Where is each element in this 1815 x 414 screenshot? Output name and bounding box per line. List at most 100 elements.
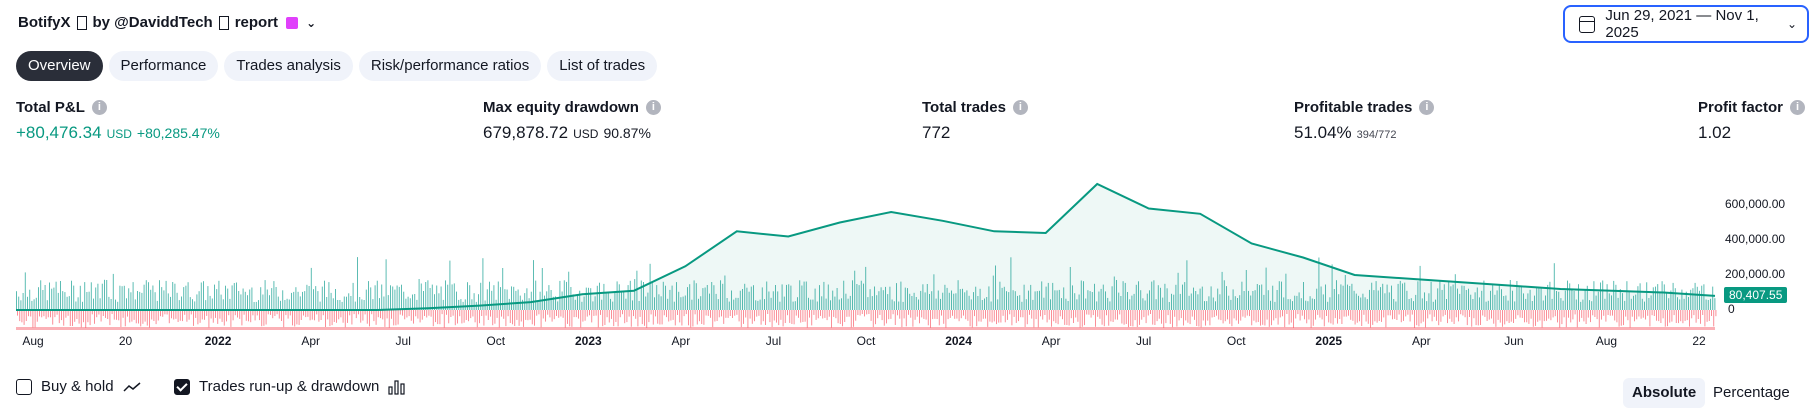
runup-bar [1630, 298, 1632, 310]
runup-bar [517, 289, 519, 310]
runup-bar [957, 280, 959, 310]
date-range-button[interactable]: Jun 29, 2021 — Nov 1, 2025 ⌄ [1563, 5, 1809, 43]
runup-bar [326, 297, 328, 310]
drawdown-bar [901, 310, 903, 328]
runup-bar [572, 294, 574, 310]
runup-bar [233, 283, 235, 310]
drawdown-bar [804, 310, 806, 322]
runup-bar [1474, 292, 1476, 310]
runup-bar [293, 291, 295, 310]
runup-bar [1210, 286, 1212, 310]
runup-bar [1151, 281, 1153, 310]
runup-bar [911, 296, 913, 310]
runup-bar [1223, 280, 1225, 310]
drawdown-bar [617, 310, 619, 327]
drawdown-bar [347, 310, 348, 323]
runup-bar [1619, 289, 1621, 310]
report-title[interactable]: BotifyX by @DaviddTech report ⌄ [18, 14, 316, 31]
tab-performance[interactable]: Performance [108, 51, 219, 81]
drawdown-bar [1473, 310, 1475, 319]
drawdown-bar [795, 310, 797, 316]
drawdown-bar [820, 310, 821, 316]
runup-bar [504, 289, 506, 310]
info-icon[interactable]: i [1790, 100, 1806, 115]
drawdown-bar [1565, 310, 1567, 328]
drawdown-bar [1145, 310, 1147, 324]
drawdown-bar [769, 310, 771, 323]
info-icon[interactable]: i [1012, 100, 1028, 115]
runup-bar [1142, 298, 1144, 310]
runup-bar [1402, 283, 1403, 310]
runup-drawdown-toggle[interactable]: Trades run-up & drawdown [174, 378, 406, 395]
drawdown-bar [578, 310, 579, 319]
drawdown-bar [1011, 310, 1013, 326]
drawdown-bar [762, 310, 764, 322]
drawdown-bar [637, 310, 639, 327]
runup-bar [139, 291, 141, 310]
drawdown-bar [100, 310, 102, 322]
drawdown-bar [692, 310, 694, 327]
chevron-down-icon[interactable]: ⌄ [306, 15, 317, 30]
placeholder-glyph-icon [76, 15, 87, 30]
runup-bar [1463, 285, 1465, 310]
runup-bar [937, 290, 939, 310]
drawdown-bar [228, 310, 230, 316]
runup-bar [456, 291, 457, 310]
tab-list-of-trades[interactable]: List of trades [547, 51, 658, 81]
runup-bar [46, 300, 48, 310]
info-icon[interactable]: i [1419, 100, 1435, 115]
runup-bar [924, 292, 926, 310]
equity-chart[interactable]: 600,000.00 400,000.00 200,000.00 0 80,407.55… [0, 162, 1815, 362]
tab-overview[interactable]: Overview [16, 51, 103, 81]
runup-bar [1617, 297, 1619, 310]
absolute-toggle[interactable]: Absolute [1623, 378, 1706, 408]
runup-bar [533, 260, 534, 310]
runup-bar [1111, 286, 1113, 310]
runup-bar [1276, 290, 1278, 310]
runup-bar [1514, 301, 1516, 310]
drawdown-bar [655, 310, 656, 317]
buy-hold-checkbox[interactable] [16, 378, 32, 395]
runup-bar [170, 296, 171, 310]
drawdown-bar [1682, 310, 1684, 324]
drawdown-bar [1172, 310, 1173, 328]
drawdown-bar [1568, 310, 1569, 318]
runup-bar [728, 301, 730, 310]
runup-bar [44, 285, 46, 310]
runup-bar [1584, 289, 1586, 310]
drawdown-bar [839, 310, 841, 324]
runup-bar [185, 285, 187, 310]
drawdown-bar [710, 310, 711, 318]
tab-risk-ratios[interactable]: Risk/performance ratios [358, 51, 542, 81]
runup-bar [264, 280, 266, 310]
runup-drawdown-checkbox[interactable] [174, 378, 190, 395]
drawdown-bar [542, 310, 544, 319]
runup-bar [735, 297, 737, 310]
runup-bar [1252, 291, 1254, 310]
runup-bar [211, 298, 213, 310]
drawdown-bar [272, 310, 274, 319]
info-icon[interactable]: i [645, 100, 661, 115]
runup-bar [1316, 288, 1318, 310]
runup-bar [764, 299, 765, 310]
drawdown-bar [954, 310, 956, 319]
drawdown-bar [17, 310, 18, 316]
drawdown-bar [802, 310, 804, 322]
drawdown-bar [459, 310, 461, 317]
runup-bar [1461, 285, 1463, 310]
drawdown-bar [217, 310, 219, 324]
runup-bar [1690, 289, 1692, 310]
tab-trades-analysis[interactable]: Trades analysis [224, 51, 353, 81]
runup-bar [260, 287, 262, 310]
buy-hold-toggle[interactable]: Buy & hold [16, 378, 141, 395]
runup-bar [258, 300, 259, 310]
drawdown-baseline-band [16, 327, 1715, 330]
drawdown-bar [131, 310, 133, 322]
drawdown-bar [54, 310, 56, 318]
percentage-toggle[interactable]: Percentage [1713, 384, 1790, 401]
runup-bar [805, 281, 807, 310]
runup-bar [354, 301, 356, 310]
runup-bar [834, 296, 836, 310]
info-icon[interactable]: i [91, 100, 107, 115]
runup-bar [1212, 297, 1214, 310]
